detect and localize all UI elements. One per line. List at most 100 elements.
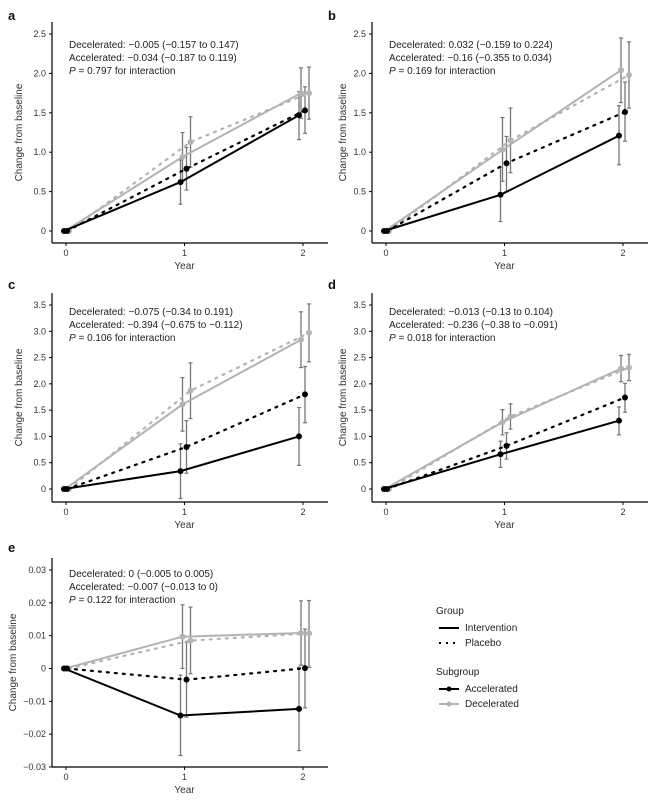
annotation-1: Decelerated: 0 (−0.005 to 0.005) (69, 569, 213, 580)
series-line-placebo-decelerated (67, 331, 311, 491)
x-tick-label: 1 (502, 248, 507, 258)
data-point (64, 486, 70, 492)
data-point (622, 109, 628, 116)
y-tick-label: 0 (361, 484, 366, 494)
y-tick-label: 0.5 (353, 187, 366, 197)
panel-d: d 0 0.5 1.0 1.5 2.0 2.5 3.0 3.5 0 1 2 Year Change fro… (328, 277, 648, 531)
y-tick-label: 0 (41, 664, 46, 674)
x-tick-label: 0 (63, 248, 68, 258)
series-line-placebo-decelerated (67, 92, 311, 233)
y-tick-label: −0.03 (23, 762, 46, 772)
y-tick-label: 3.5 (353, 300, 366, 310)
data-point (503, 442, 510, 449)
data-point (626, 364, 632, 371)
annotation-3: P = 0.106 for interaction (69, 333, 175, 344)
data-point (183, 676, 190, 683)
data-point (497, 451, 504, 458)
y-axis-title: Change from baseline (14, 83, 25, 181)
x-axis-title: Year (174, 785, 195, 796)
annotation-3: P = 0.169 for interaction (389, 66, 495, 77)
panel-letter: e (8, 540, 15, 555)
data-point (384, 228, 390, 234)
annotation-3: P = 0.018 for interaction (389, 333, 495, 344)
annotation-1: Decelerated: 0.032 (−0.159 to 0.224) (389, 40, 553, 51)
y-tick-label: 0.02 (28, 598, 46, 608)
y-tick-label: 2.5 (33, 353, 46, 363)
data-point (497, 191, 504, 198)
series-line-placebo-accelerated (65, 393, 307, 491)
annotation-2: Accelerated: −0.16 (−0.355 to 0.034) (389, 53, 552, 64)
y-axis-title: Change from baseline (14, 348, 25, 446)
panel-letter: d (328, 277, 336, 292)
annotation-1: Decelerated: −0.005 (−0.157 to 0.147) (69, 40, 239, 51)
y-tick-label: 1.0 (353, 431, 366, 441)
y-tick-label: 0.5 (33, 187, 46, 197)
panel-letter: b (328, 8, 336, 23)
y-tick-label: 0 (41, 226, 46, 236)
panel-letter: c (8, 277, 15, 292)
panel-c: c 0 0.5 1.0 1.5 2.0 2.5 3.0 3.5 0 1 2 Year Change fro… (8, 277, 328, 531)
y-tick-label: 3.0 (353, 326, 366, 336)
data-point (302, 107, 308, 114)
data-point (296, 433, 302, 440)
data-point (503, 160, 510, 167)
data-point (64, 228, 70, 234)
y-tick-label: −0.01 (23, 696, 46, 706)
data-point (499, 419, 506, 426)
data-point (187, 387, 194, 394)
x-tick-label: 2 (300, 248, 305, 258)
data-point (64, 665, 70, 672)
y-axis-title: Change from baseline (8, 613, 19, 711)
y-tick-label: 2.0 (33, 68, 46, 78)
y-tick-label: 1.0 (353, 147, 366, 157)
data-point (306, 630, 312, 637)
data-point (306, 329, 312, 336)
data-point (626, 71, 632, 78)
data-point (616, 417, 622, 424)
data-point (179, 633, 186, 640)
panel-letter: a (8, 8, 16, 23)
data-point (616, 132, 622, 139)
data-point (177, 712, 184, 719)
x-axis-title: Year (494, 261, 515, 272)
data-point (302, 665, 308, 672)
y-tick-label: 2.0 (33, 379, 46, 389)
data-point (507, 137, 514, 144)
y-tick-label: −0.02 (23, 729, 46, 739)
annotation-2: Accelerated: −0.394 (−0.675 to −0.112) (69, 320, 243, 331)
y-tick-label: 3.0 (33, 326, 46, 336)
x-axis-title: Year (174, 261, 195, 272)
annotation-2: Accelerated: −0.236 (−0.38 to −0.091) (389, 320, 558, 331)
y-tick-label: 1.0 (33, 147, 46, 157)
x-axis-title: Year (174, 520, 195, 531)
y-tick-label: 2.5 (33, 29, 46, 39)
data-point (306, 90, 312, 97)
y-tick-label: 1.5 (33, 108, 46, 118)
data-point (179, 153, 186, 160)
y-axis-title: Change from baseline (338, 83, 349, 181)
x-tick-label: 0 (383, 248, 388, 258)
y-tick-label: 1.5 (33, 405, 46, 415)
y-tick-label: 3.5 (33, 300, 46, 310)
y-tick-label: 2.0 (353, 379, 366, 389)
y-axis-title: Change from baseline (338, 348, 349, 446)
y-tick-label: 2.5 (353, 29, 366, 39)
panel-b: b 0 0.5 1.0 1.5 2.0 2.5 0 1 2 Year Change from base… (328, 8, 648, 272)
data-point (296, 705, 302, 712)
x-tick-label: 0 (63, 772, 68, 782)
data-point (618, 365, 624, 372)
x-tick-label: 1 (502, 507, 507, 517)
data-point (187, 138, 194, 145)
x-tick-label: 0 (63, 507, 68, 517)
data-point (183, 443, 190, 450)
y-tick-label: 0.5 (353, 458, 366, 468)
annotation-1: Decelerated: −0.075 (−0.34 to 0.191) (69, 307, 233, 318)
panel-a: a 0 0.5 1.0 1.5 2.0 2.5 0 1 2 Year Change from base… (8, 8, 328, 272)
y-tick-label: 2.5 (353, 353, 366, 363)
y-tick-label: 1.0 (33, 431, 46, 441)
y-tick-label: 0 (41, 484, 46, 494)
data-point (507, 413, 514, 420)
annotation-2: Accelerated: −0.007 (−0.013 to 0) (69, 582, 218, 593)
data-point (499, 146, 506, 153)
